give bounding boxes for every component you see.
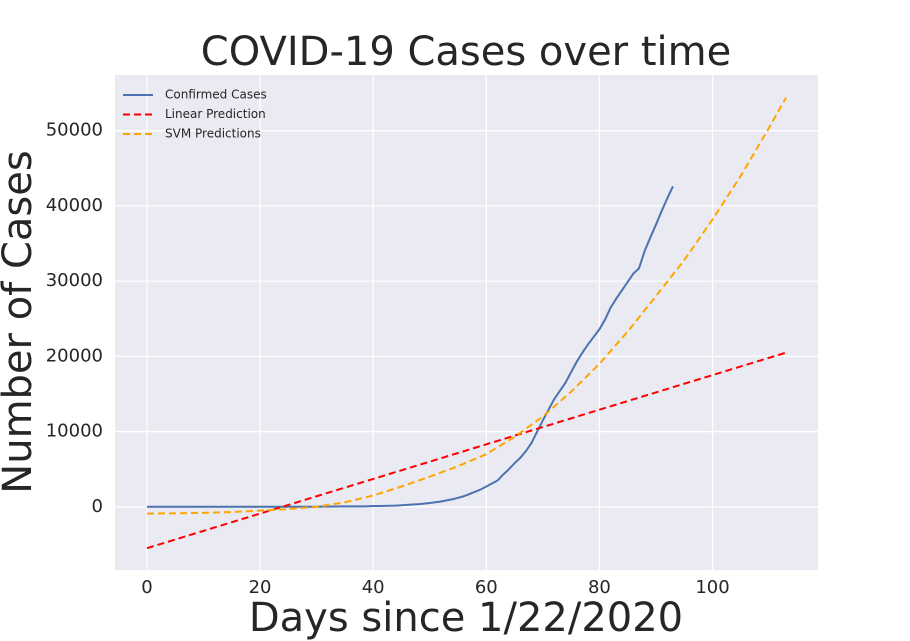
legend-label: Confirmed Cases [165,88,267,102]
series-line [146,351,787,550]
x-tick-label: 40 [362,577,385,598]
x-tick-label: 20 [249,577,272,598]
x-tick-label: 100 [695,577,729,598]
x-axis-label: Days since 1/22/2020 [249,595,683,641]
x-tick-label: 80 [588,577,611,598]
legend-label: Linear Prediction [165,107,266,121]
chart-title: COVID-19 Cases over time [201,29,731,75]
x-tick-label: 60 [475,577,498,598]
y-tick-label: 50000 [46,120,103,141]
y-tick-label: 40000 [46,195,103,216]
legend-label: SVM Predictions [165,127,261,141]
series-line [146,97,787,515]
y-axis-label: Number of Cases [0,150,41,493]
plot-area [115,75,818,570]
x-tick-label: 0 [141,577,152,598]
y-tick-label: 0 [92,496,103,517]
y-tick-label: 10000 [46,421,103,442]
series-line [146,185,674,508]
y-tick-label: 30000 [46,270,103,291]
y-tick-label: 20000 [46,345,103,366]
